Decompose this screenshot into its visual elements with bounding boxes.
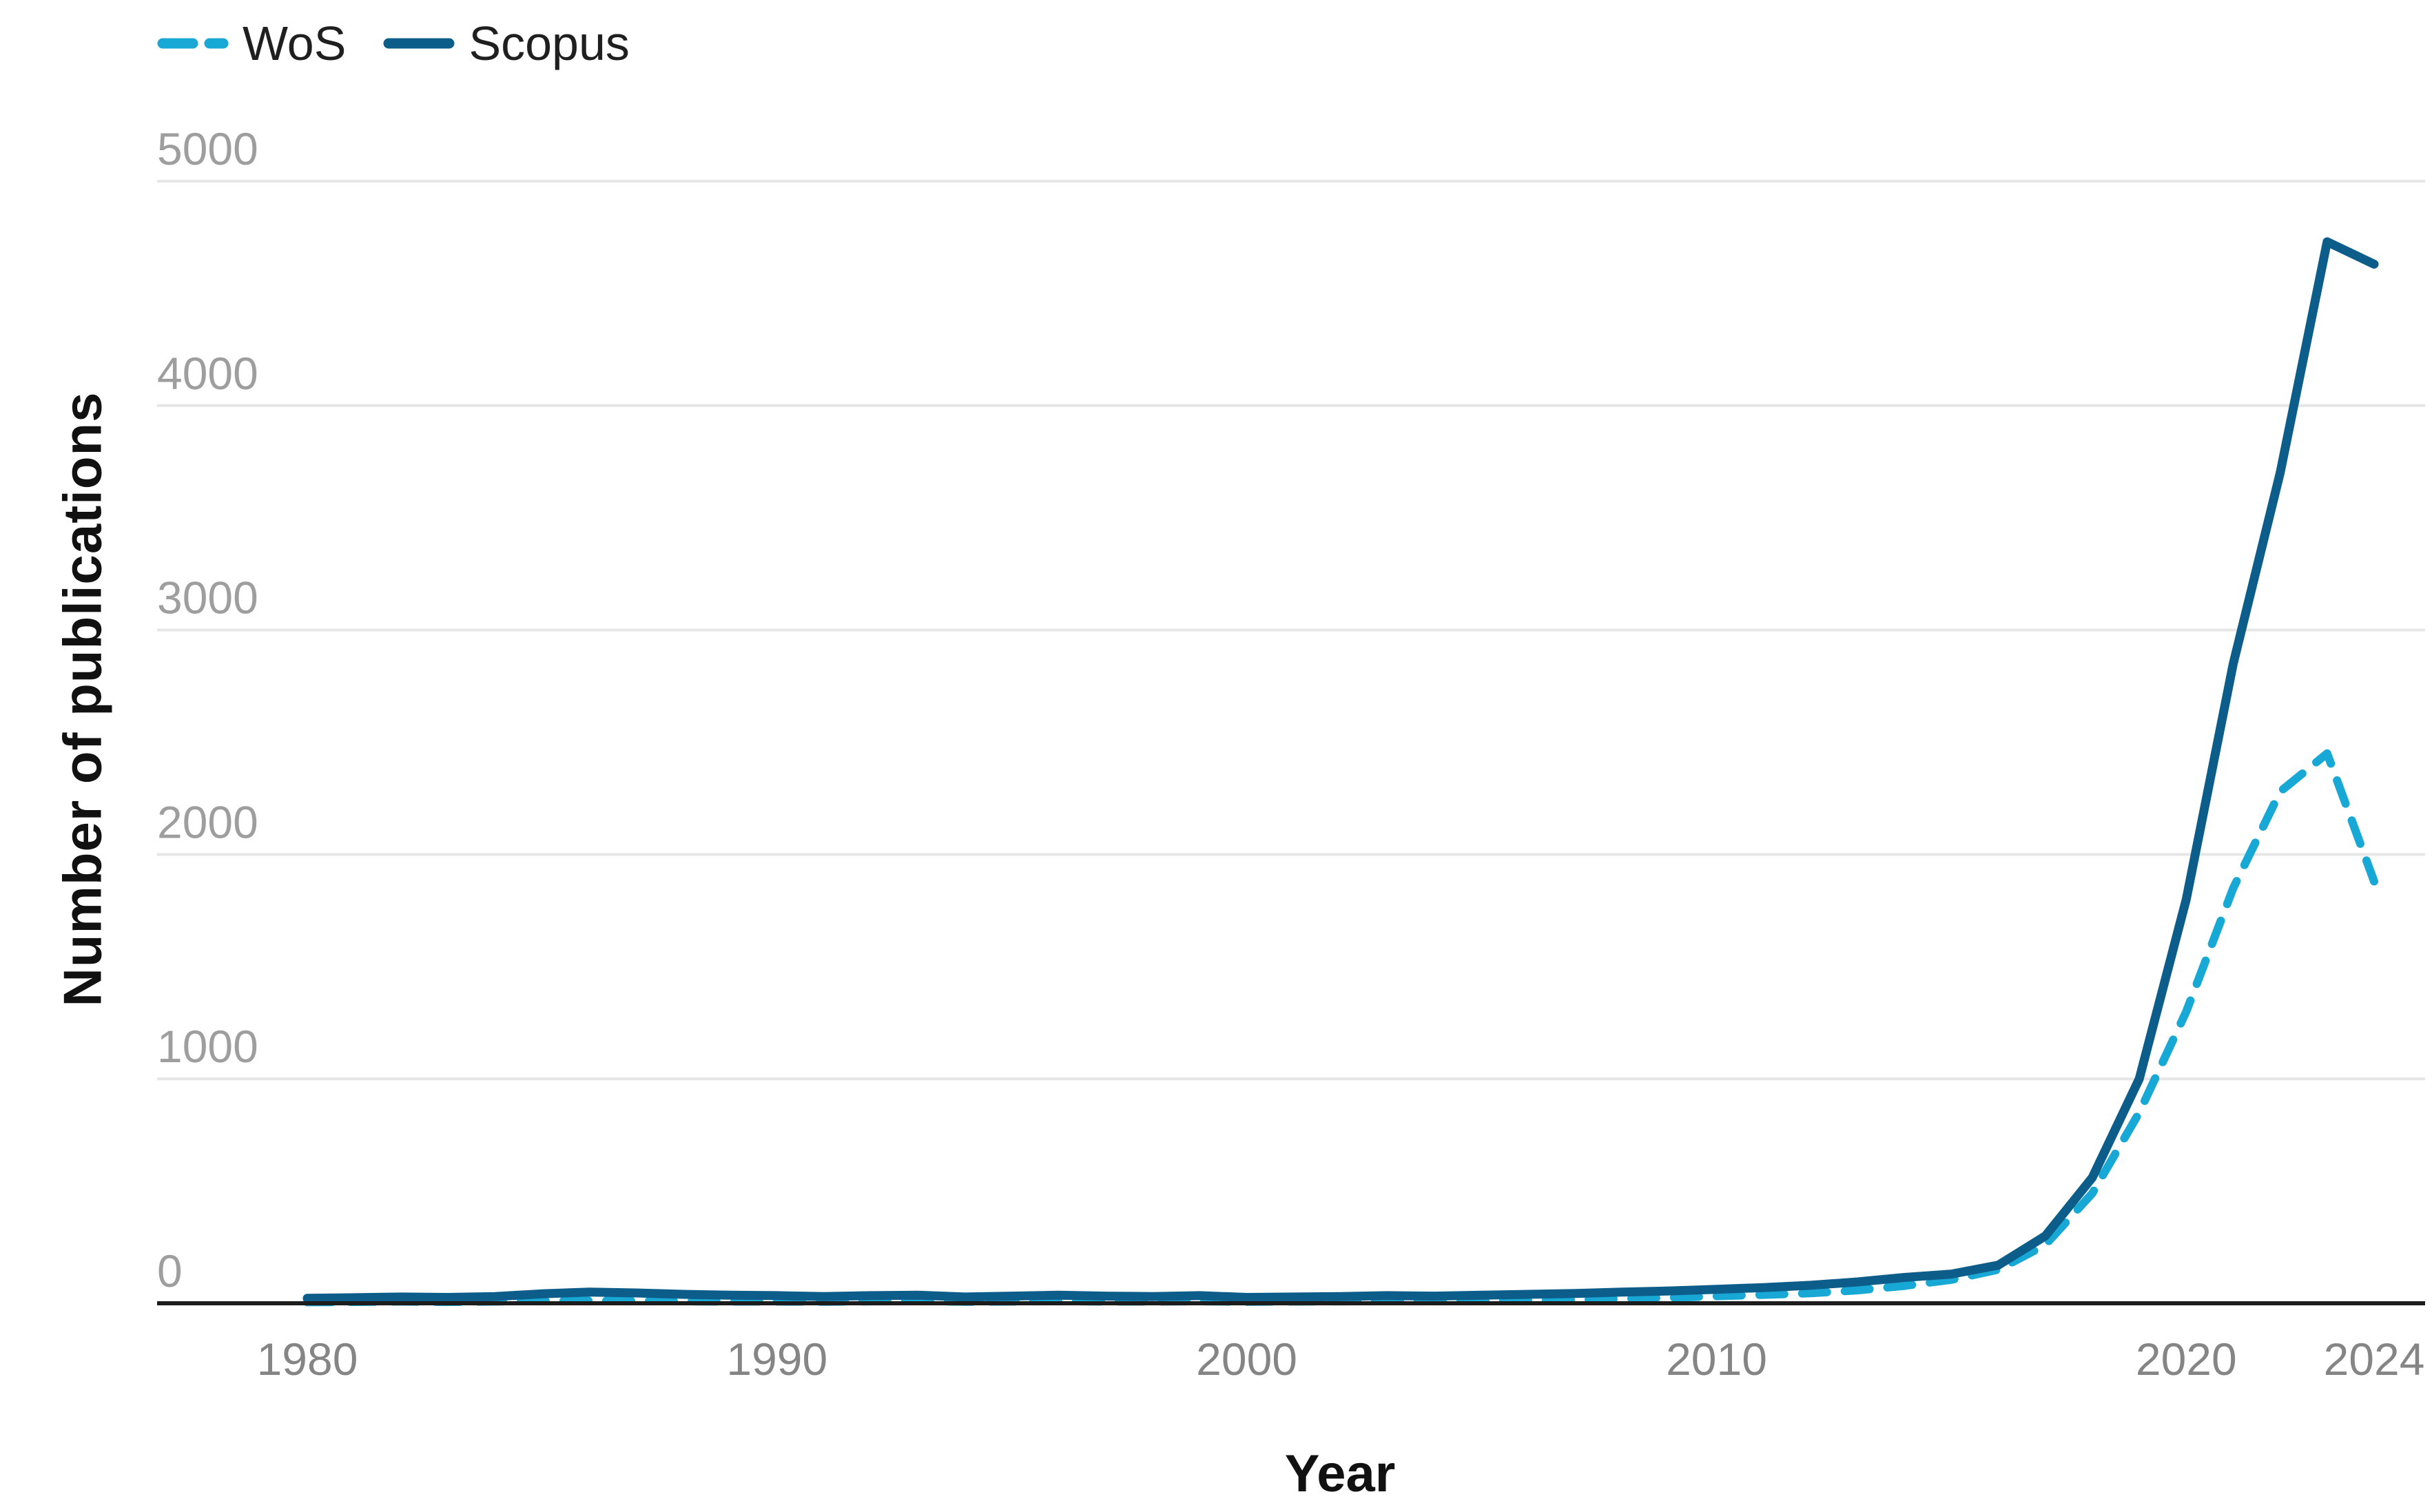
y-tick-label-1000: 1000 [157,1021,258,1072]
y-tick-label-4000: 4000 [157,348,258,399]
series-line-scopus [302,237,2379,1303]
x-axis-title: Year [1284,1444,1396,1503]
legend-item-wos[interactable]: WoS [157,19,346,68]
legend: WoS Scopus [157,19,630,68]
x-tick-label-2024: 2024 [2324,1334,2425,1385]
scopus-solid-line-swatch-icon [383,38,455,49]
wos-dashed-line-swatch-icon [157,38,229,49]
x-tick-label-2010: 2010 [1666,1334,1767,1385]
y-tick-label-0: 0 [157,1245,183,1296]
legend-label-scopus: Scopus [468,17,630,70]
series-line-wos [303,749,2378,1307]
x-tick-label-2000: 2000 [1196,1334,1297,1385]
legend-label-wos: WoS [243,17,347,70]
y-tick-label-5000: 5000 [157,123,258,174]
x-tick-label-2020: 2020 [2136,1334,2237,1385]
x-tick-label-1990: 1990 [726,1334,827,1385]
legend-item-scopus[interactable]: Scopus [383,17,630,70]
y-tick-label-3000: 3000 [157,572,258,623]
y-tick-label-2000: 2000 [157,796,258,847]
y-axis-title: Number of publications [52,391,113,1007]
x-tick-label-1980: 1980 [257,1334,358,1385]
